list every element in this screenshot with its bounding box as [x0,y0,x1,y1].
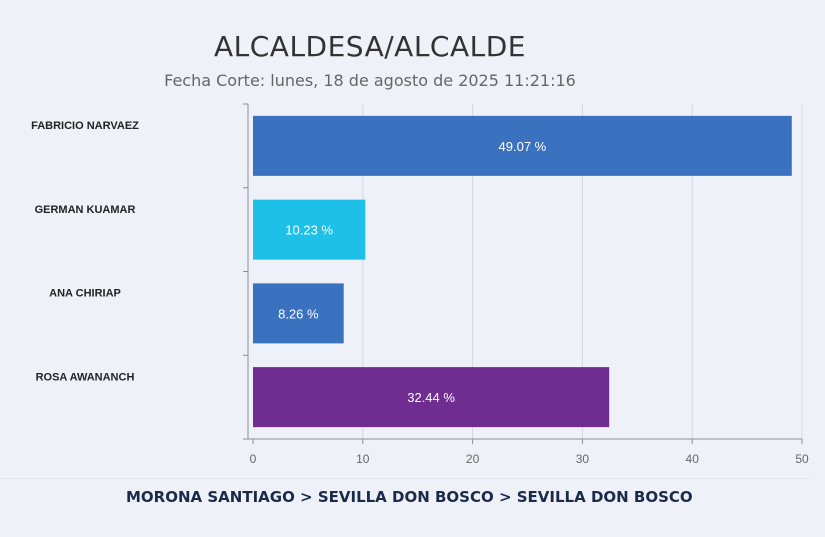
category-label: GERMAN KUAMAR [35,204,136,216]
location-bar: MORONA SANTIAGO > SEVILLA DON BOSCO > SE… [0,478,810,515]
chart-panel: 49.07 % FABRICIO NARVAEZ 10.23 % GERMAN KUA… [31,30,809,466]
chart-title: ALCALDESA/ALCALDE [213,30,526,63]
x-tick-label: 40 [686,452,700,466]
bar [253,283,344,344]
bar [253,115,792,176]
chart-subtitle: Fecha Corte: lunes, 18 de agosto de 2025… [164,71,576,90]
bar [253,367,610,428]
category-label: FABRICIO NARVAEZ [31,120,139,132]
x-tick-label: 20 [466,452,480,466]
bar [253,199,366,260]
x-tick-label: 10 [356,452,370,466]
data-label: 49.07 % [499,139,547,154]
breadcrumb: MORONA SANTIAGO > SEVILLA DON BOSCO > SE… [126,488,693,506]
x-tick-label: 0 [250,452,257,466]
data-label: 10.23 % [285,223,333,238]
x-tick-label: 30 [576,452,590,466]
x-tick-label: 50 [795,452,809,466]
category-label: ROSA AWANANCH [36,371,135,383]
category-label: ANA CHIRIAP [49,288,121,300]
bar-chart: 49.07 % FABRICIO NARVAEZ 10.23 % GERMAN KUA… [31,103,809,466]
data-label: 8.26 % [278,306,319,321]
data-label: 32.44 % [407,390,455,405]
